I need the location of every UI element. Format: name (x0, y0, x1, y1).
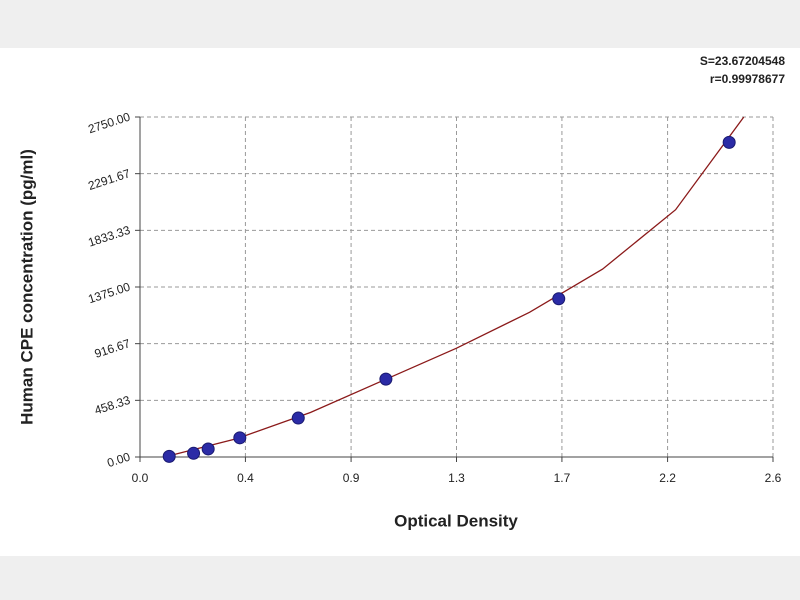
x-tick-label: 1.7 (554, 471, 571, 485)
data-point (552, 292, 566, 306)
y-tick-label: 458.33 (93, 393, 133, 418)
x-axis-title: Optical Density (394, 511, 518, 530)
annotation: r=0.99978677 (710, 72, 785, 86)
data-point (379, 372, 393, 386)
x-tick-label: 1.3 (448, 471, 465, 485)
annotation: S=23.67204548 (700, 54, 785, 68)
y-tick-label: 1375.00 (86, 279, 132, 306)
x-tick-label: 0.4 (237, 471, 254, 485)
x-tick-label: 2.2 (659, 471, 676, 485)
x-tick-label: 0.9 (343, 471, 360, 485)
y-tick-label: 2750.00 (86, 109, 132, 136)
y-tick-label: 0.00 (105, 449, 132, 470)
data-point (291, 411, 305, 425)
y-tick-label: 2291.67 (86, 166, 132, 193)
top-band (0, 0, 800, 48)
data-point (233, 431, 247, 445)
y-tick-label: 1833.33 (86, 223, 132, 250)
y-tick-label: 916.67 (93, 336, 133, 361)
data-point (187, 446, 201, 460)
x-tick-label: 2.6 (765, 471, 782, 485)
data-point (201, 442, 215, 456)
x-tick-label: 0.0 (132, 471, 149, 485)
fit-curve (164, 116, 745, 458)
bottom-band (0, 556, 800, 600)
data-point (162, 449, 176, 463)
data-point (722, 135, 736, 149)
y-axis-title: Human CPE concentration (pg/ml) (17, 149, 36, 425)
